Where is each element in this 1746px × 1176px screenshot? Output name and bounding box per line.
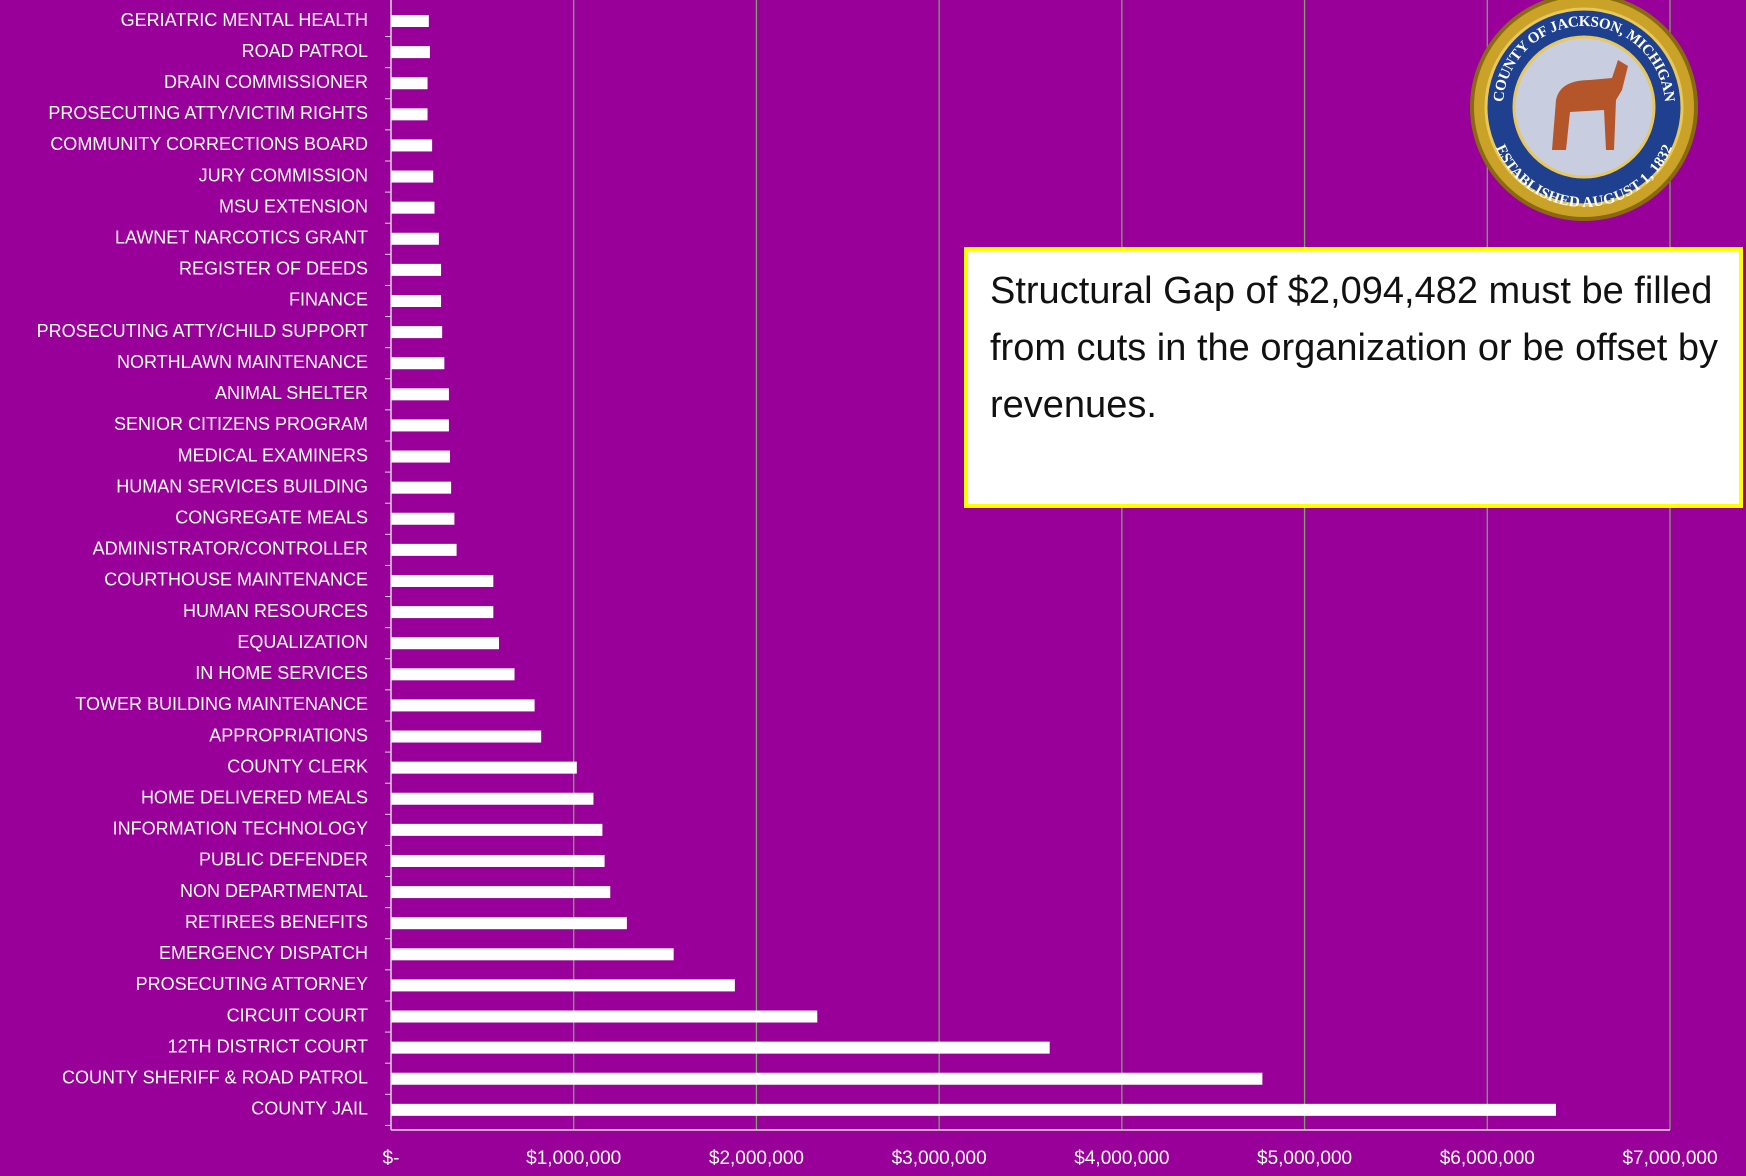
y-tick-label: SENIOR CITIZENS PROGRAM <box>114 414 368 434</box>
annotation: Structural Gap of $2,094,482 must be fil… <box>964 247 1743 508</box>
bar <box>391 761 577 774</box>
bar <box>391 139 433 152</box>
bar <box>391 263 442 276</box>
y-tick-label: REGISTER OF DEEDS <box>179 259 368 279</box>
y-tick-label: EMERGENCY DISPATCH <box>159 943 368 963</box>
bar <box>391 1041 1050 1054</box>
y-tick-label: GERIATRIC MENTAL HEALTH <box>121 10 368 30</box>
y-tick-label: HOME DELIVERED MEALS <box>141 788 368 808</box>
y-tick-label: NORTHLAWN MAINTENANCE <box>117 352 368 372</box>
bar <box>391 77 428 90</box>
y-tick-label: FINANCE <box>289 290 368 310</box>
y-tick-label: COUNTY JAIL <box>251 1099 368 1119</box>
y-tick-label: ANIMAL SHELTER <box>215 383 368 403</box>
y-tick-label: HUMAN RESOURCES <box>183 601 368 621</box>
plot: $- $1,000,000 $2,000,000 $3,000,000 $4,000,0… <box>37 0 1718 1169</box>
bar <box>391 730 542 743</box>
y-tick-label: PROSECUTING ATTY/CHILD SUPPORT <box>37 321 368 341</box>
bar <box>391 512 455 525</box>
y-tick-label: NON DEPARTMENTAL <box>180 881 368 901</box>
x-tick-label: $5,000,000 <box>1257 1148 1352 1169</box>
bar <box>391 948 674 961</box>
x-tick-label: $7,000,000 <box>1622 1148 1717 1169</box>
bar <box>391 1103 1556 1116</box>
bar <box>391 108 428 121</box>
y-tick-label: RETIREES BENEFITS <box>185 912 368 932</box>
y-tick-label: TOWER BUILDING MAINTENANCE <box>75 694 368 714</box>
y-tick-label: CONGREGATE MEALS <box>175 508 368 528</box>
bar <box>391 823 603 836</box>
bar <box>391 699 535 712</box>
y-tick-label: COURTHOUSE MAINTENANCE <box>104 570 368 590</box>
bar <box>391 792 594 805</box>
y-tick-label: MEDICAL EXAMINERS <box>178 445 368 465</box>
bar <box>391 979 735 992</box>
bar <box>391 450 451 463</box>
y-tick-label: LAWNET NARCOTICS GRANT <box>115 228 368 248</box>
y-tick-label: COUNTY SHERIFF & ROAD PATROL <box>62 1067 368 1087</box>
y-tick-label: ADMINISTRATOR/CONTROLLER <box>93 539 368 559</box>
bar <box>391 46 430 59</box>
y-tick-label: EQUALIZATION <box>237 632 368 652</box>
y-tick-label: PROSECUTING ATTY/VICTIM RIGHTS <box>48 103 368 123</box>
bar <box>391 481 452 494</box>
bar <box>391 574 494 587</box>
y-tick-label: APPROPRIATIONS <box>209 725 368 745</box>
bar <box>391 886 611 899</box>
y-tick-label: IN HOME SERVICES <box>195 663 368 683</box>
y-tick-label: HUMAN SERVICES BUILDING <box>116 476 368 496</box>
seal-horse <box>1552 60 1628 150</box>
x-tick-label: $3,000,000 <box>892 1148 987 1169</box>
bar <box>391 854 605 867</box>
y-tick-label: COUNTY CLERK <box>227 756 368 776</box>
x-tick-label: $1,000,000 <box>526 1148 621 1169</box>
y-tick-label: PUBLIC DEFENDER <box>199 850 368 870</box>
bar <box>391 326 443 339</box>
bar <box>391 917 627 930</box>
bar <box>391 388 449 401</box>
y-tick-label: JURY COMMISSION <box>199 165 368 185</box>
x-tick-label: $- <box>383 1148 400 1169</box>
bar <box>391 668 515 681</box>
y-tick-label: CIRCUIT COURT <box>227 1005 368 1025</box>
bar <box>391 606 494 619</box>
bar <box>391 357 445 370</box>
bar <box>391 543 457 556</box>
x-tick-label: $4,000,000 <box>1074 1148 1169 1169</box>
y-tick-label: INFORMATION TECHNOLOGY <box>113 819 368 839</box>
bar <box>391 1010 818 1023</box>
bar <box>391 232 439 245</box>
bar <box>391 637 499 650</box>
bar <box>391 201 435 214</box>
y-tick-label: ROAD PATROL <box>242 41 368 61</box>
y-tick-label: COMMUNITY CORRECTIONS BOARD <box>50 134 368 154</box>
y-tick-label: DRAIN COMMISSIONER <box>164 72 368 92</box>
y-tick-label: PROSECUTING ATTORNEY <box>136 974 368 994</box>
bar <box>391 419 449 432</box>
y-tick-label: 12TH DISTRICT COURT <box>168 1036 368 1056</box>
x-tick-label: $6,000,000 <box>1440 1148 1535 1169</box>
x-tick-label: $2,000,000 <box>709 1148 804 1169</box>
seal: COUNTY OF JACKSON, MICHIGAN ESTABLISHED … <box>1470 0 1698 221</box>
bar <box>391 170 434 183</box>
bar <box>391 15 429 27</box>
y-tick-label: MSU EXTENSION <box>219 196 368 216</box>
bar <box>391 294 442 307</box>
bar <box>391 1072 1263 1085</box>
